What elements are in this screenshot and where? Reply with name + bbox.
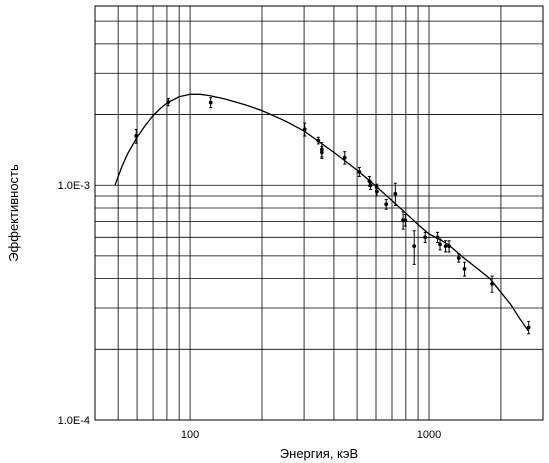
data-point [166, 98, 171, 107]
point-marker [384, 202, 389, 207]
y-axis-title: Эффективность [6, 164, 21, 262]
point-marker [412, 244, 417, 249]
data-point [435, 231, 440, 244]
data-point [412, 230, 417, 265]
data-point [443, 240, 448, 253]
point-marker [456, 256, 461, 260]
point-marker [526, 325, 531, 330]
data-point [134, 128, 139, 144]
x-tick-label: 1000 [417, 429, 441, 441]
point-marker [134, 134, 139, 138]
data-point [447, 240, 451, 253]
data-point [438, 238, 442, 251]
point-marker [423, 235, 428, 240]
data-point [490, 275, 494, 293]
x-axis-title: Энергия, кэВ [280, 446, 358, 461]
point-marker [342, 155, 347, 160]
data-point [316, 136, 321, 145]
point-marker [447, 244, 451, 249]
point-marker [393, 191, 398, 196]
point-marker [208, 100, 213, 105]
point-marker [462, 267, 467, 271]
y-tick-label: 1.0E-4 [58, 415, 90, 427]
point-marker [316, 138, 321, 143]
point-marker [166, 100, 171, 104]
fitted-curve-layer [114, 93, 529, 332]
data-point [357, 166, 362, 177]
point-marker [357, 169, 362, 174]
grid [94, 6, 544, 421]
point-marker [368, 183, 373, 188]
tick-labels: 100 1000 1.0E-3 1.0E-4 [58, 180, 442, 441]
data-point [403, 214, 408, 227]
point-marker [435, 235, 440, 240]
data-point [374, 186, 379, 197]
x-tick-label: 100 [181, 429, 199, 441]
data-point [208, 97, 213, 109]
data-point [462, 261, 467, 277]
point-marker [403, 218, 408, 223]
point-marker [438, 242, 442, 247]
data-point [302, 122, 307, 137]
point-marker [319, 150, 324, 155]
point-marker [302, 127, 307, 132]
point-marker [443, 244, 448, 249]
plot-area [94, 5, 544, 421]
data-point [319, 146, 324, 159]
data-point [423, 231, 428, 244]
data-points-layer [134, 97, 531, 335]
data-point [393, 182, 398, 206]
data-point [456, 253, 461, 263]
data-point [384, 198, 389, 210]
point-marker [490, 281, 494, 286]
fitted-curve [114, 93, 529, 332]
point-marker [374, 189, 379, 194]
data-point [342, 151, 347, 165]
data-point [526, 320, 531, 335]
y-tick-label: 1.0E-3 [58, 180, 90, 192]
data-point [368, 180, 373, 190]
